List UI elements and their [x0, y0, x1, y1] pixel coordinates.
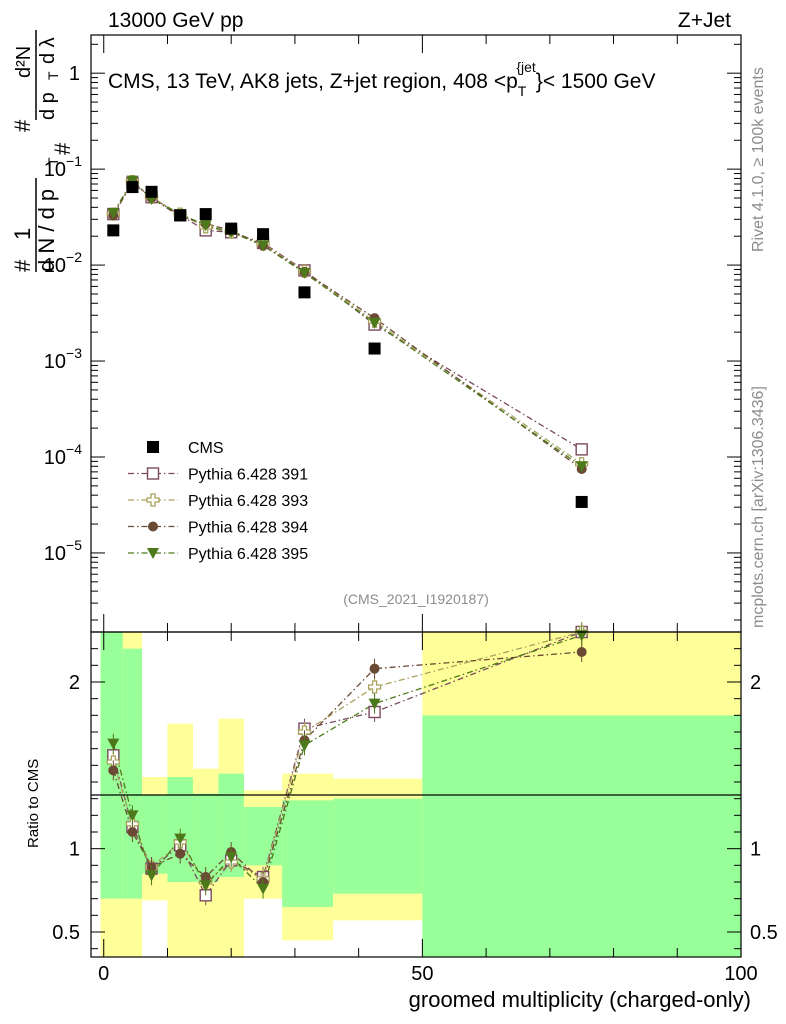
main-line-2 — [112, 181, 583, 470]
cms-point-4 — [199, 208, 212, 221]
ytick-label-ratio-1: 1 — [69, 839, 80, 861]
main-line-1 — [112, 180, 583, 465]
header-right: Z+Jet — [678, 9, 731, 32]
ytick-label-ratio-0: 0.5 — [52, 922, 80, 944]
ratio-point-3-9 — [575, 630, 588, 642]
legend-marker-3 — [148, 521, 158, 532]
svg-text:d²N: d²N — [13, 46, 35, 78]
rivet-label: Rivet 4.1.0, ≥ 100k events — [750, 67, 767, 252]
ratio-point-2-9 — [576, 647, 587, 657]
xtick-label-0: 0 — [98, 963, 109, 985]
legend-label-0: CMS — [188, 440, 224, 457]
point-3-0 — [107, 207, 120, 219]
ytick-label-main-0: 10−5 — [44, 537, 82, 565]
ytick-label-ratio-right-0: 0.5 — [750, 922, 778, 944]
ratio-frame — [90, 631, 742, 958]
ratio-point-3-6 — [257, 883, 270, 895]
main-line-3 — [112, 179, 583, 467]
ratio-point-2-0 — [108, 765, 119, 776]
legend-marker-2 — [146, 493, 160, 507]
band-green-8 — [333, 798, 423, 894]
cms-point-1 — [126, 181, 139, 194]
main-line-0 — [112, 181, 583, 450]
svg-text:#: # — [10, 259, 35, 272]
axes: 10−5 10−4 10−3 10−2 10−1 1 0.5 0.5 1 1 2 2 0 50 100 — [44, 35, 778, 985]
ratio-point-3-1 — [126, 810, 139, 822]
y-axis-label-ratio: Ratio to CMS — [25, 759, 42, 848]
legend-label-2: Pythia 6.428 393 — [188, 493, 308, 510]
svg-text:T: T — [45, 71, 61, 80]
svg-text:T: T — [45, 157, 61, 166]
ratio-line-3 — [112, 634, 582, 890]
band-green-9 — [422, 715, 741, 957]
cms-point-3 — [174, 209, 187, 222]
y-axis-label-main: # 1 d N / d p T # # d²N d p T d λ — [10, 30, 75, 272]
ratio-line-1 — [112, 631, 582, 883]
svg-text:d λ: d λ — [37, 37, 59, 64]
svg-text:d N / d p: d N / d p — [34, 189, 59, 272]
point-3-9 — [575, 461, 588, 473]
x-axis-label: groomed multiplicity (charged-only) — [409, 987, 751, 1012]
cms-point-5 — [225, 222, 238, 235]
legend-label-3: Pythia 6.428 394 — [188, 520, 308, 537]
ytick-label-main-5: 1 — [69, 63, 80, 85]
cms-point-0 — [107, 224, 120, 237]
svg-text:d p: d p — [37, 92, 59, 120]
svg-text:1: 1 — [10, 228, 35, 240]
cms-point-7 — [298, 286, 311, 299]
ratio-point-2-8 — [369, 663, 380, 674]
svg-text:#: # — [10, 119, 35, 132]
ratio-point-1-8 — [367, 680, 382, 694]
legend-marker-4 — [147, 548, 159, 559]
analysis-tag: (CMS_2021_I1920187) — [343, 591, 489, 607]
ytick-label-main-4: 10−1 — [44, 153, 82, 181]
point-0-9 — [575, 443, 588, 456]
legend-label-4: Pythia 6.428 395 — [188, 546, 308, 563]
chart-title: CMS, 13 TeV, AK8 jets, Z+jet region, 408… — [108, 59, 655, 99]
ratio-point-2-3 — [175, 848, 186, 859]
ratio-point-3-8 — [368, 698, 381, 710]
legend-marker-1 — [146, 467, 160, 480]
ytick-label-ratio-right-2: 2 — [750, 672, 761, 694]
ytick-label-ratio-2: 2 — [69, 672, 80, 694]
point-3-8 — [368, 317, 381, 329]
ratio-point-3-0 — [107, 738, 120, 750]
point-3-4 — [199, 220, 212, 232]
ratio-markers — [106, 622, 589, 906]
cms-point-8 — [368, 342, 381, 355]
ratio-line-0 — [112, 631, 582, 897]
header-left: 13000 GeV pp — [108, 9, 243, 32]
point-3-6 — [257, 240, 270, 252]
ratio-point-3-2 — [145, 870, 158, 882]
mcplots-label: mcplots.cern.ch [arXiv:1306.3436] — [750, 386, 767, 628]
xtick-label-1: 50 — [411, 963, 433, 985]
cms-point-2 — [145, 185, 158, 198]
ytick-label-main-1: 10−4 — [44, 441, 82, 469]
ratio-lines — [112, 631, 582, 897]
cms-point-6 — [257, 228, 270, 241]
xtick-label-2: 100 — [724, 963, 757, 985]
band-green-7 — [282, 800, 334, 907]
legend-label-1: Pythia 6.428 391 — [188, 467, 308, 484]
ratio-point-3-5 — [225, 852, 238, 863]
ratio-point-2-1 — [127, 827, 138, 837]
ratio-point-3-4 — [199, 880, 212, 892]
cms-point-9 — [575, 495, 588, 508]
ytick-label-main-3: 10−2 — [44, 249, 82, 277]
ratio-line-2 — [112, 651, 582, 884]
band-green-1 — [122, 648, 142, 899]
legend-marker-0 — [147, 441, 159, 453]
legend: CMS Pythia 6.428 391 Pythia 6.428 393 Pythi… — [128, 440, 308, 563]
main-frame — [90, 34, 742, 633]
point-3-7 — [298, 267, 311, 279]
ratio-point-3-7 — [298, 740, 311, 752]
point-3-1 — [126, 175, 139, 187]
ratio-point-3-3 — [174, 833, 187, 845]
main-series-lines — [112, 179, 583, 470]
svg-text:#: # — [50, 142, 75, 155]
main-series-markers — [106, 175, 589, 508]
ytick-label-ratio-right-1: 1 — [750, 839, 761, 861]
ytick-label-main-2: 10−3 — [44, 345, 82, 373]
